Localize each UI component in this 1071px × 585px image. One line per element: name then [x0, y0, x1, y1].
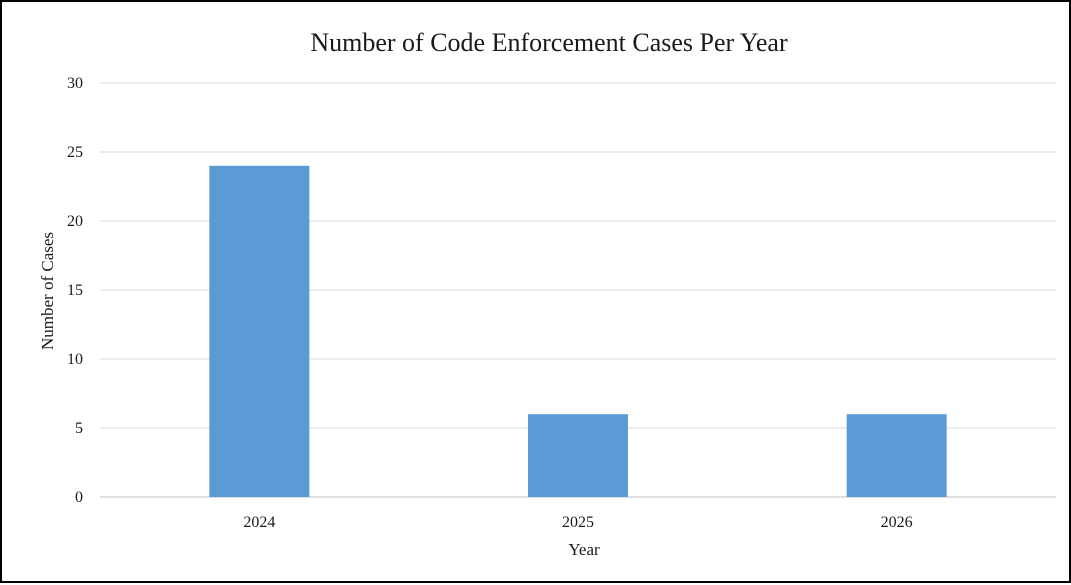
x-tick-label: 2024 [243, 514, 275, 531]
bar-2025 [528, 414, 628, 497]
y-tick-label: 10 [67, 351, 83, 368]
y-tick-label: 25 [67, 144, 83, 161]
y-axis-label: Number of Cases [38, 232, 57, 350]
x-tick-label: 2026 [881, 514, 913, 531]
chart-title: Number of Code Enforcement Cases Per Yea… [310, 28, 788, 57]
y-tick-label: 20 [67, 213, 83, 230]
y-tick-label: 15 [67, 282, 83, 299]
y-tick-label: 0 [75, 489, 83, 506]
y-tick-label: 5 [75, 420, 83, 437]
x-tick-label: 2025 [562, 514, 594, 531]
y-axis-ticks: 0 5 10 15 20 25 30 [67, 75, 83, 506]
bar-2026 [846, 414, 947, 497]
y-tick-label: 30 [67, 75, 83, 92]
x-axis-label: Year [568, 540, 600, 559]
x-axis-ticks: 2024 2025 2026 [243, 514, 912, 531]
bar-2024 [209, 165, 310, 498]
bars [209, 165, 947, 498]
